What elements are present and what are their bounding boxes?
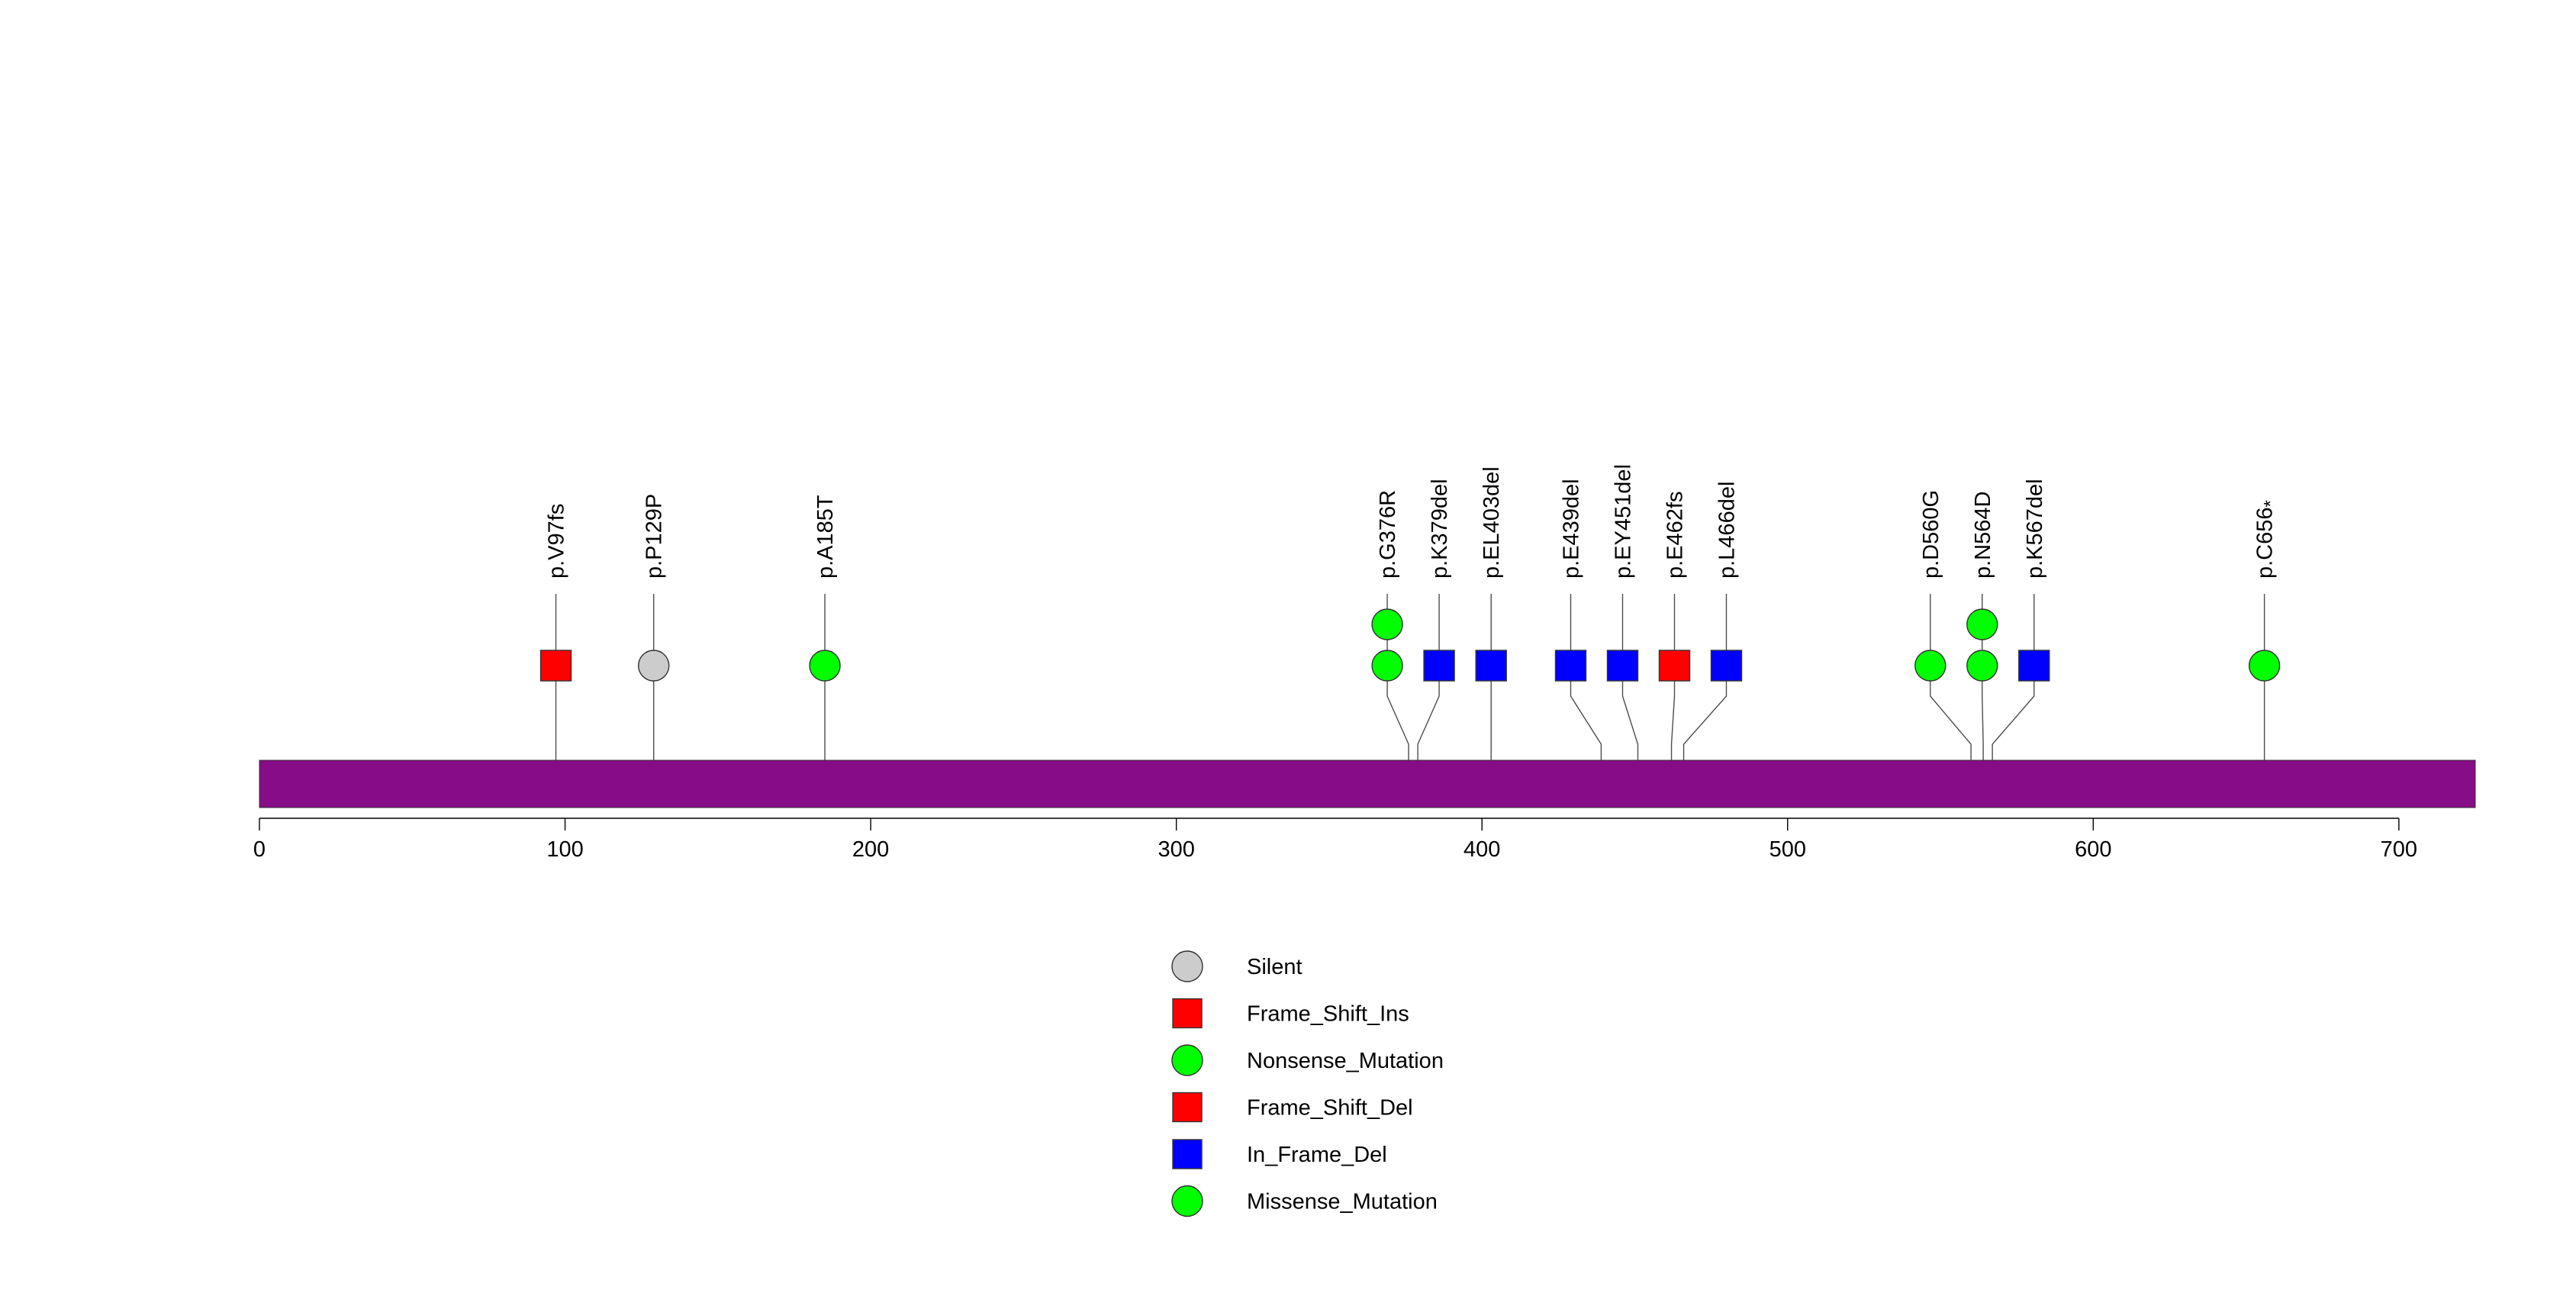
marker-mut-564-2[interactable] — [1966, 608, 1998, 640]
mutation-label: p.EY451del — [1612, 464, 1636, 579]
x-tick-label: 700 — [2381, 837, 2417, 862]
mutation-label: p.D560G — [1919, 490, 1943, 579]
marker-mut-466-1[interactable] — [1710, 650, 1743, 682]
mutation-label-text: p.G376R — [1376, 490, 1400, 579]
legend-symbol — [1172, 1092, 1203, 1123]
legend-symbol — [1171, 950, 1203, 982]
mutation-labels: p.V97fs p.P129P p.A185T p.G376R p.K379del p.E… — [545, 464, 2281, 579]
mutation-label-text: p.A185T — [813, 495, 838, 579]
mutation-label: p.E439del — [1560, 479, 1584, 579]
mutation-label: p.V97fs — [545, 504, 569, 579]
legend-label: In_Frame_Del — [1247, 1143, 1387, 1167]
x-axis: 0 100 200 300 400 500 600 700 — [253, 818, 2417, 862]
legend-label: Frame_Shift_Ins — [1247, 1002, 1409, 1027]
legend-symbol — [1172, 1139, 1203, 1169]
mutation-label-text: p.V97fs — [545, 504, 569, 579]
legend-label: Missense_Mutation — [1247, 1190, 1438, 1214]
legend-label: Silent — [1247, 955, 1302, 979]
marker-mut-656-1[interactable] — [2248, 650, 2281, 682]
marker-mut-376-1[interactable] — [1371, 650, 1403, 682]
x-tick-label: 400 — [1463, 837, 1500, 862]
mutation-label: p.E462fs — [1663, 492, 1688, 579]
x-tick-label: 200 — [852, 837, 889, 862]
x-tick-label: 500 — [1769, 837, 1806, 862]
x-tick-label: 600 — [2075, 837, 2111, 862]
mutation-label-text: p.K567del — [2023, 479, 2047, 579]
mutation-label-text: p.P129P — [642, 494, 667, 579]
protein-bar — [259, 759, 2476, 808]
mutation-label: p.L466del — [1715, 482, 1740, 579]
mutation-label-text: p.N564D — [1971, 492, 1995, 579]
mutation-label: p.C656* — [2253, 500, 2281, 579]
mutation-label: p.A185T — [813, 495, 838, 579]
x-tick-label: 100 — [546, 837, 583, 862]
x-tick-label: 300 — [1158, 837, 1194, 862]
legend-label: Frame_Shift_Del — [1247, 1096, 1413, 1121]
mutation-label: p.G376R — [1376, 490, 1400, 579]
legend-symbol — [1172, 998, 1203, 1029]
legend-label: Nonsense_Mutation — [1247, 1049, 1444, 1073]
mutation-label-text: p.E462fs — [1663, 492, 1688, 579]
markers-layer — [539, 608, 2281, 682]
mutation-label-suffix: * — [2261, 500, 2281, 507]
mutation-label: p.N564D — [1971, 492, 1995, 579]
legend: Silent Frame_Shift_Ins Nonsense_Mutation Fr… — [1171, 950, 1444, 1217]
marker-mut-379-1[interactable] — [1423, 650, 1455, 682]
marker-mut-97-1[interactable] — [539, 650, 572, 682]
mutation-label: p.K379del — [1428, 479, 1452, 579]
marker-mut-451-1[interactable] — [1606, 650, 1639, 682]
marker-mut-564-1[interactable] — [1966, 650, 1998, 682]
mutation-label-text: p.C656 — [2253, 507, 2278, 579]
legend-symbol — [1171, 1185, 1203, 1217]
mutation-label-text: p.E439del — [1560, 479, 1584, 579]
marker-mut-567-1[interactable] — [2018, 650, 2050, 682]
mutation-label-text: p.D560G — [1919, 490, 1943, 579]
marker-mut-376-2[interactable] — [1371, 608, 1403, 640]
mutation-label-text: p.EY451del — [1612, 464, 1636, 579]
marker-mut-129-1[interactable] — [638, 650, 670, 682]
marker-mut-185-1[interactable] — [809, 650, 841, 682]
marker-mut-560-1[interactable] — [1914, 650, 1946, 682]
x-tick-label: 0 — [253, 837, 266, 862]
mutation-label-text: p.EL403del — [1480, 466, 1504, 579]
mutation-label-text: p.K379del — [1428, 479, 1452, 579]
mutation-label: p.K567del — [2023, 479, 2047, 579]
marker-mut-462-1[interactable] — [1658, 650, 1691, 682]
mutation-label-text: p.L466del — [1715, 482, 1740, 579]
marker-mut-403-1[interactable] — [1475, 650, 1507, 682]
mutation-label: p.P129P — [642, 494, 667, 579]
mutation-label: p.EL403del — [1480, 466, 1504, 579]
legend-symbol — [1171, 1044, 1203, 1076]
marker-mut-439-1[interactable] — [1554, 650, 1587, 682]
